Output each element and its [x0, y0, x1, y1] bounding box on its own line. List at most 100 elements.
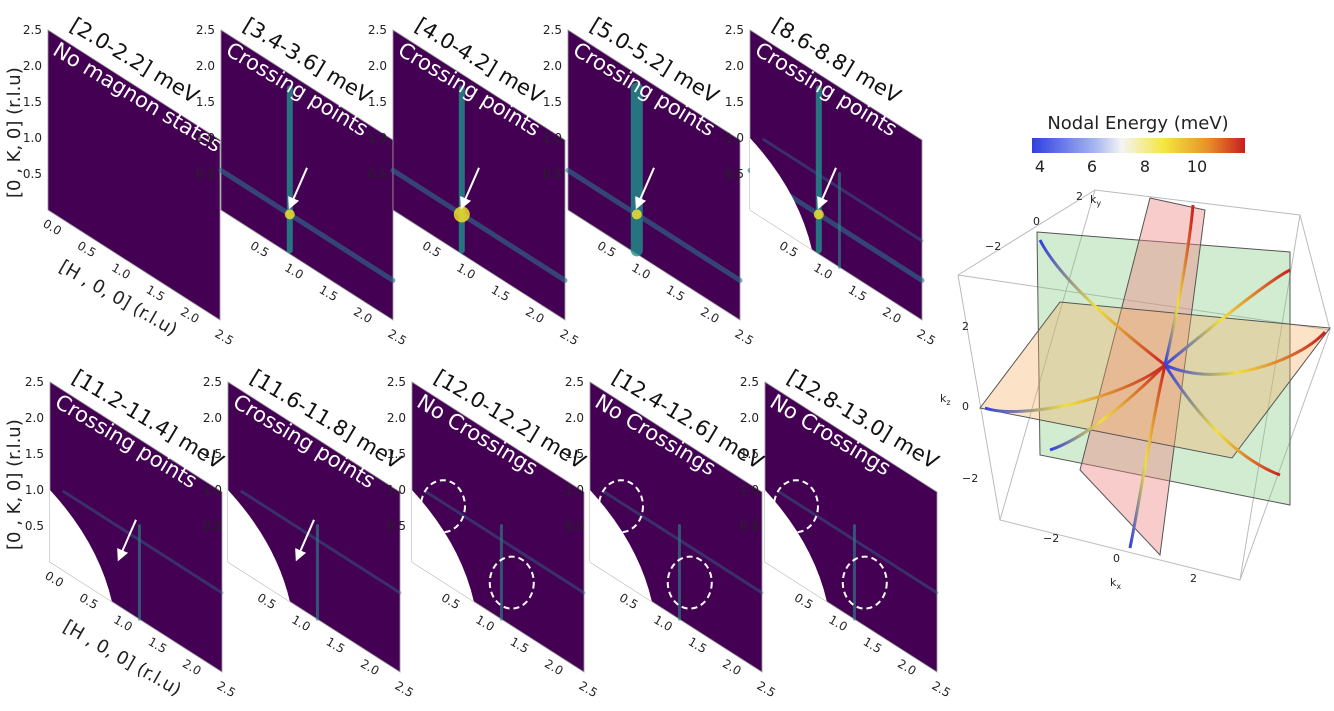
y-tick-label: 0.5: [196, 167, 215, 181]
x-tick-label: 1.5: [664, 282, 688, 304]
heatmap-panel: [411, 381, 586, 673]
y-tick-label: 2.0: [196, 59, 215, 73]
colorbar-tick-label: 8: [1140, 157, 1150, 176]
heatmap-feature: [565, 167, 743, 283]
y-tick-label: 2.5: [565, 375, 584, 389]
x-tick-label: 1.5: [861, 634, 885, 656]
dashed-circle: [597, 479, 644, 534]
x-tick-label: 2.5: [930, 678, 954, 700]
heatmap-blob: [453, 206, 470, 223]
cutout: [750, 138, 812, 250]
x-tick-label: 1.0: [651, 612, 675, 634]
y-tick-label: 1.0: [25, 483, 44, 497]
curve: [1163, 364, 1281, 477]
x-tick-label: 1.0: [629, 260, 653, 282]
heatmap-bg: [392, 29, 566, 321]
y-tick-label: 2.0: [387, 411, 406, 425]
x-tick-label: 0.5: [255, 590, 279, 612]
y-tick-label: 2.5: [368, 23, 387, 37]
tick-3d: −2: [1043, 532, 1059, 545]
x-tick-label: 2.0: [523, 304, 547, 326]
arrow: [635, 167, 655, 210]
x-tick-label: 0.5: [792, 590, 816, 612]
x-tick-label: 0.5: [420, 238, 444, 260]
colorbar-ticks: 4 6 8 10: [1035, 157, 1207, 176]
y-tick-label: 1.0: [565, 483, 584, 497]
dashed-circle: [772, 479, 819, 534]
heatmap-feature: [240, 490, 402, 595]
x-tick-label: 1.0: [473, 612, 497, 634]
heatmap-bg: [220, 29, 394, 321]
heatmap-panel: [47, 29, 221, 321]
x-tick-label: 1.0: [111, 612, 135, 634]
colorbar-tick-label: 6: [1087, 157, 1097, 176]
curve: [1128, 364, 1167, 549]
dashed-circle: [488, 555, 535, 610]
ticks-3d: 2 0 −2 2 0 −2 −2 0 2: [962, 190, 1197, 585]
x-tick-label: 1.5: [146, 634, 170, 656]
tick-3d: −2: [985, 240, 1001, 253]
x-tick-label: 0.5: [617, 590, 641, 612]
x-tick-label: 2.5: [215, 678, 239, 700]
x-tick-label: 2.0: [720, 656, 744, 678]
tick-3d: 0: [1033, 215, 1040, 228]
y-tick-label: 2.0: [565, 411, 584, 425]
x-tick-label: 1.5: [846, 282, 870, 304]
y-tick-label: 1.5: [203, 447, 222, 461]
arrow: [817, 167, 837, 210]
curve: [1164, 330, 1327, 376]
heatmap-panel: [747, 29, 925, 321]
x-tick-label: 2.0: [351, 304, 375, 326]
colorbar-tick-label: 4: [1035, 157, 1045, 176]
y-tick-label: 2.5: [740, 375, 759, 389]
x-tick-label: 2.5: [733, 326, 757, 348]
colorbar-title: Nodal Energy (meV): [1047, 113, 1228, 134]
y-tick-label: 2.0: [543, 59, 562, 73]
y-tick-label: 1.0: [387, 483, 406, 497]
y-tick-label: 1.0: [23, 131, 42, 145]
x-tick-label: 2.5: [213, 326, 237, 348]
x-tick-label: 1.5: [324, 634, 348, 656]
arrow: [288, 167, 308, 210]
y-tick-label: 1.5: [740, 447, 759, 461]
arrow: [117, 519, 137, 562]
y-tick-label: 1.5: [196, 95, 215, 109]
y-tick-label: 2.0: [23, 59, 42, 73]
colorbar: [1032, 138, 1245, 153]
x-tick-label: 2.0: [895, 656, 919, 678]
x-tick-label: 1.0: [454, 260, 478, 282]
x-tick-label: 2.0: [880, 304, 904, 326]
heatmap-feature: [602, 490, 764, 595]
dashed-circle: [841, 555, 888, 610]
y-tick-label: 2.0: [25, 411, 44, 425]
y-axis-label: [0 , K, 0] (r.l.u): [4, 419, 25, 550]
heatmap-panel: [764, 381, 939, 673]
axis-label-ky: ky: [1090, 193, 1101, 208]
heatmap-blob: [631, 209, 642, 220]
x-tick-label: 2.5: [558, 326, 582, 348]
x-tick-label: 1.5: [317, 282, 341, 304]
heatmap-feature: [777, 490, 939, 595]
heatmap-bg: [47, 29, 221, 321]
heatmap-blob: [284, 209, 295, 220]
cutout: [590, 490, 652, 602]
panels: [47, 29, 939, 673]
heatmap-panel: [49, 381, 224, 673]
axis-label-sub: y: [1096, 199, 1101, 208]
y-tick-label: 1.5: [543, 95, 562, 109]
y-tick-label: 1.5: [368, 95, 387, 109]
y-tick-label: 2.0: [368, 59, 387, 73]
y-tick-label: 0.5: [203, 519, 222, 533]
axis-label-sub: x: [1116, 582, 1121, 591]
y-tick-label: 1.0: [740, 483, 759, 497]
x-tick-label: 2.0: [180, 656, 204, 678]
heatmap-feature: [424, 490, 586, 595]
cutout: [228, 490, 290, 602]
x-tick-label: 0.5: [75, 238, 99, 260]
y-tick-label: 1.0: [368, 131, 387, 145]
dashed-circle: [666, 555, 713, 610]
x-tick-label: 2.0: [358, 656, 382, 678]
plane-red: [1079, 197, 1206, 557]
axis-label-sub: z: [946, 398, 950, 407]
